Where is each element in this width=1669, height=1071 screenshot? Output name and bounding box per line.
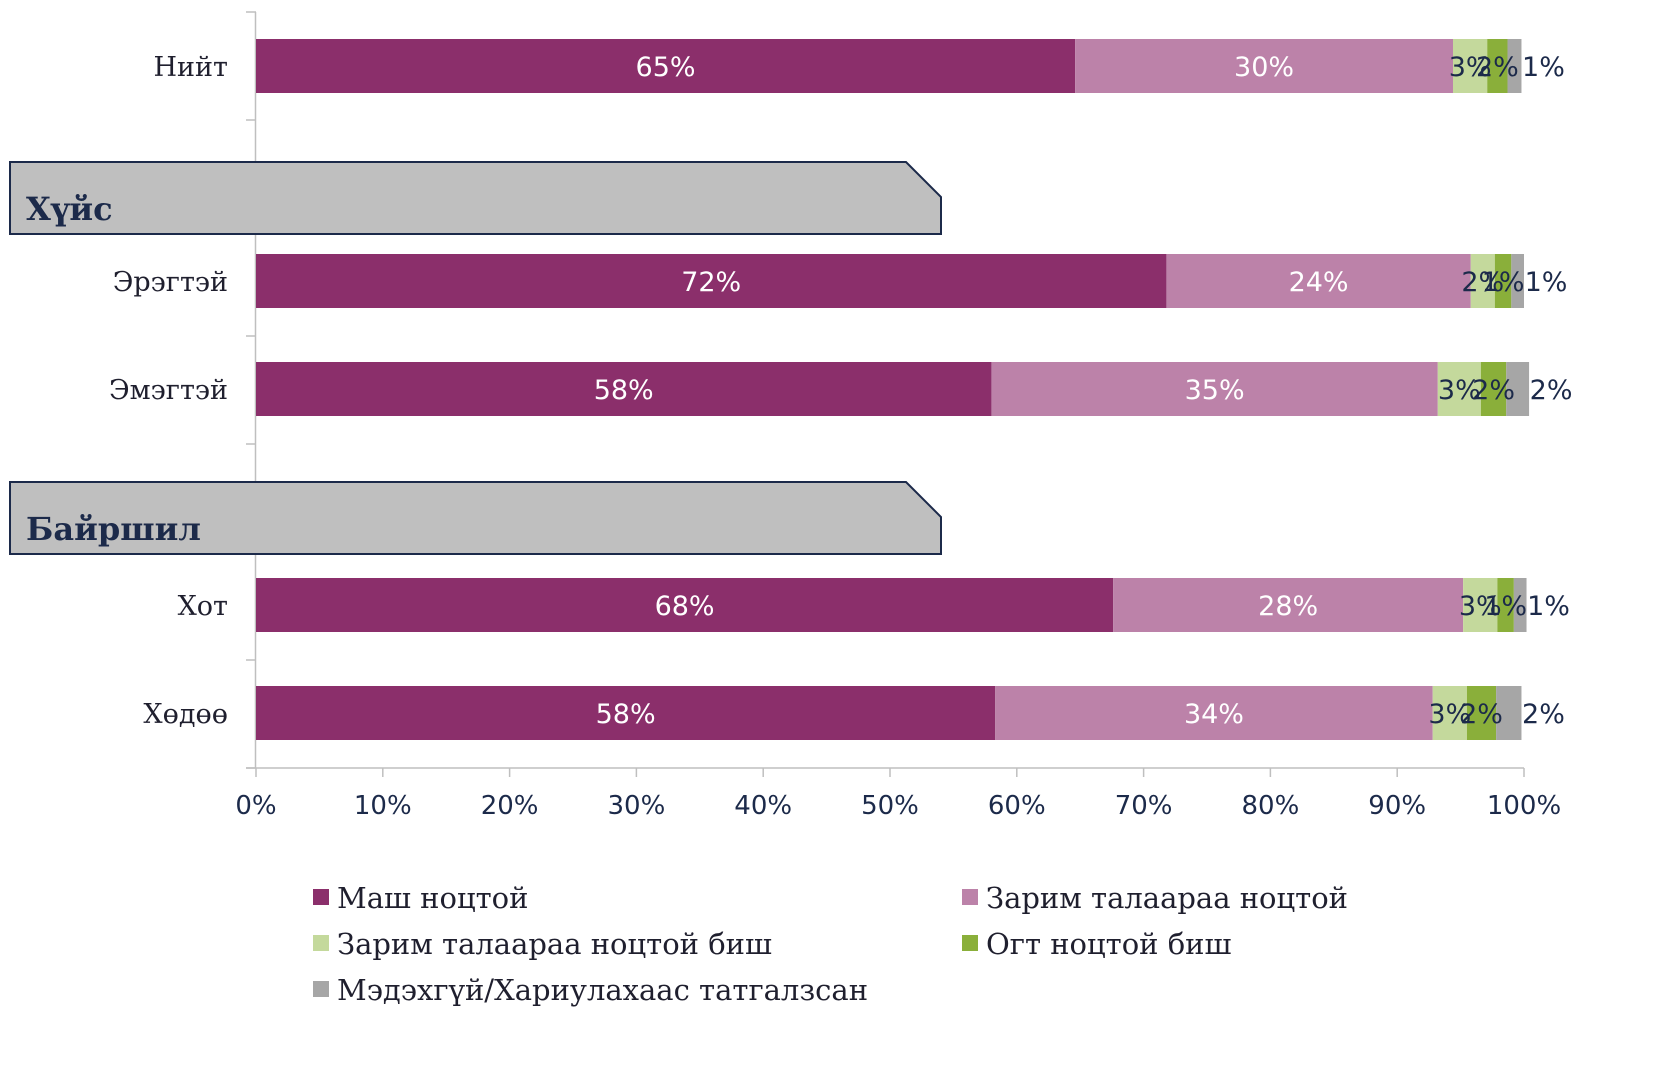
x-tick-label: 80%	[1242, 791, 1300, 821]
bar-data-label: 2%	[1460, 699, 1503, 730]
x-tick-label: 90%	[1368, 791, 1426, 821]
bar-segment	[256, 686, 996, 740]
bar-segment	[1075, 39, 1453, 93]
bar-segment	[1506, 362, 1530, 416]
category-label: Хөдөө	[143, 699, 228, 730]
bar-segment	[1463, 578, 1498, 632]
bar-data-label: 1%	[1484, 591, 1527, 622]
group-header-label: Байршил	[26, 510, 201, 548]
bar-segment	[256, 39, 1076, 93]
legend-label: Огт ноцтой биш	[986, 927, 1232, 961]
chart-bars	[256, 39, 1530, 740]
bar-data-label: 68%	[655, 591, 715, 622]
bar-data-label: 2%	[1461, 267, 1504, 298]
legend-label: Маш ноцтой	[337, 881, 528, 915]
bar-data-label: 3%	[1428, 699, 1471, 730]
bar-data-label: 1%	[1525, 267, 1568, 298]
legend-swatch	[962, 889, 978, 905]
bar-data-label: 1%	[1522, 52, 1565, 83]
legend-swatch	[313, 981, 329, 997]
bar-data-label: 24%	[1289, 267, 1349, 298]
legend-label: Зарим талаараа ноцтой биш	[337, 927, 772, 961]
bar-data-label: 72%	[681, 267, 741, 298]
x-tick-label: 100%	[1487, 791, 1561, 821]
bar-data-label: 3%	[1449, 52, 1492, 83]
x-tick-label: 0%	[235, 791, 276, 821]
bar-segment	[995, 686, 1433, 740]
bar-data-label: 58%	[596, 699, 656, 730]
category-label: Нийт	[154, 52, 228, 83]
bar-segment	[1480, 362, 1507, 416]
group-header-box	[9, 161, 942, 235]
bar-data-label: 35%	[1185, 375, 1245, 406]
category-label: Хот	[178, 591, 228, 622]
bar-data-label: 65%	[636, 52, 696, 83]
x-tick-label: 10%	[354, 791, 412, 821]
bar-segment	[1507, 39, 1522, 93]
bar-data-label: 58%	[594, 375, 654, 406]
x-tick-label: 20%	[481, 791, 539, 821]
x-tick-label: 70%	[1115, 791, 1173, 821]
bar-segment	[256, 362, 992, 416]
bar-segment	[256, 578, 1114, 632]
bar-segment	[1513, 578, 1527, 632]
bar-segment	[1497, 578, 1514, 632]
bar-segment	[991, 362, 1438, 416]
bar-data-label: 3%	[1438, 375, 1481, 406]
legend-label: Зарим талаараа ноцтой	[986, 881, 1348, 915]
bar-segment	[1166, 254, 1471, 308]
group-headers: Хүйс Байршил	[9, 161, 942, 555]
bar-data-label: 3%	[1459, 591, 1502, 622]
x-tick-label: 40%	[734, 791, 792, 821]
bar-data-label: 2%	[1522, 699, 1565, 730]
x-tick-label: 50%	[861, 791, 919, 821]
bar-data-label: 2%	[1530, 375, 1573, 406]
legend-swatch	[313, 935, 329, 951]
bar-data-label: 30%	[1234, 52, 1294, 83]
bar-segment	[1494, 254, 1512, 308]
bar-data-label: 2%	[1472, 375, 1515, 406]
chart-labels: Нийт 65% 30% 3%2% 1%Эрэгтэй 72% 24% 2%1% 1%Эмэгт…	[109, 52, 1572, 730]
x-tick-label: 30%	[608, 791, 666, 821]
bar-segment	[1496, 686, 1522, 740]
legend-label: Мэдэхгүй/Хариулахаас татгалзсан	[337, 973, 868, 1007]
group-header-label: Хүйс	[26, 190, 113, 228]
bar-segment	[1432, 686, 1467, 740]
bar-data-label: 2%	[1476, 52, 1519, 83]
bar-segment	[1511, 254, 1524, 308]
bar-data-label: 1%	[1527, 591, 1570, 622]
bar-data-label: 1%	[1482, 267, 1525, 298]
bar-segment	[1437, 362, 1481, 416]
chart-legend: Маш ноцтой Зарим талаараа ноцтой Зарим тал…	[313, 881, 1348, 1007]
x-tick-label: 60%	[988, 791, 1046, 821]
bar-segment	[1466, 686, 1497, 740]
bar-segment	[1470, 254, 1495, 308]
chart-axes: 0% 10% 20% 30% 40% 50% 60% 70% 80% 90% 100%	[235, 11, 1561, 821]
group-header-box	[9, 481, 942, 555]
bar-segment	[1113, 578, 1464, 632]
legend-swatch	[313, 889, 329, 905]
bar-data-label: 28%	[1258, 591, 1318, 622]
legend-swatch	[962, 935, 978, 951]
bar-segment	[1452, 39, 1488, 93]
category-label: Эрэгтэй	[113, 267, 228, 298]
bar-segment	[256, 254, 1167, 308]
bar-data-label: 34%	[1184, 699, 1244, 730]
category-label: Эмэгтэй	[109, 375, 228, 406]
bar-segment	[1487, 39, 1508, 93]
